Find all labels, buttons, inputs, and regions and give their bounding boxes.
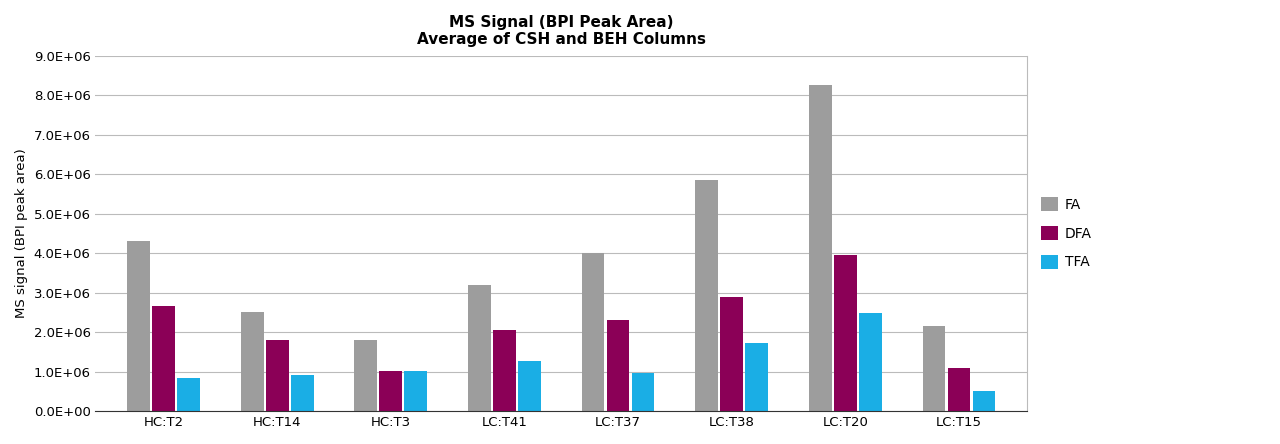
- Bar: [127, 241, 150, 411]
- Bar: [835, 255, 856, 411]
- Bar: [721, 297, 744, 411]
- Bar: [404, 371, 428, 411]
- Bar: [177, 377, 200, 411]
- Bar: [947, 369, 970, 411]
- Bar: [973, 391, 996, 411]
- Legend: FA, DFA, TFA: FA, DFA, TFA: [1034, 190, 1098, 276]
- Bar: [493, 330, 516, 411]
- Bar: [632, 373, 654, 411]
- Bar: [809, 85, 832, 411]
- Title: MS Signal (BPI Peak Area)
Average of CSH and BEH Columns: MS Signal (BPI Peak Area) Average of CSH…: [417, 15, 705, 48]
- Bar: [152, 306, 175, 411]
- Bar: [291, 375, 314, 411]
- Bar: [266, 340, 288, 411]
- Bar: [923, 326, 946, 411]
- Bar: [518, 361, 541, 411]
- Bar: [581, 253, 604, 411]
- Bar: [607, 320, 630, 411]
- Bar: [468, 285, 490, 411]
- Bar: [379, 371, 402, 411]
- Bar: [355, 340, 378, 411]
- Bar: [745, 343, 768, 411]
- Bar: [695, 180, 718, 411]
- Y-axis label: MS signal (BPI peak area): MS signal (BPI peak area): [15, 148, 28, 318]
- Bar: [859, 313, 882, 411]
- Bar: [241, 312, 264, 411]
